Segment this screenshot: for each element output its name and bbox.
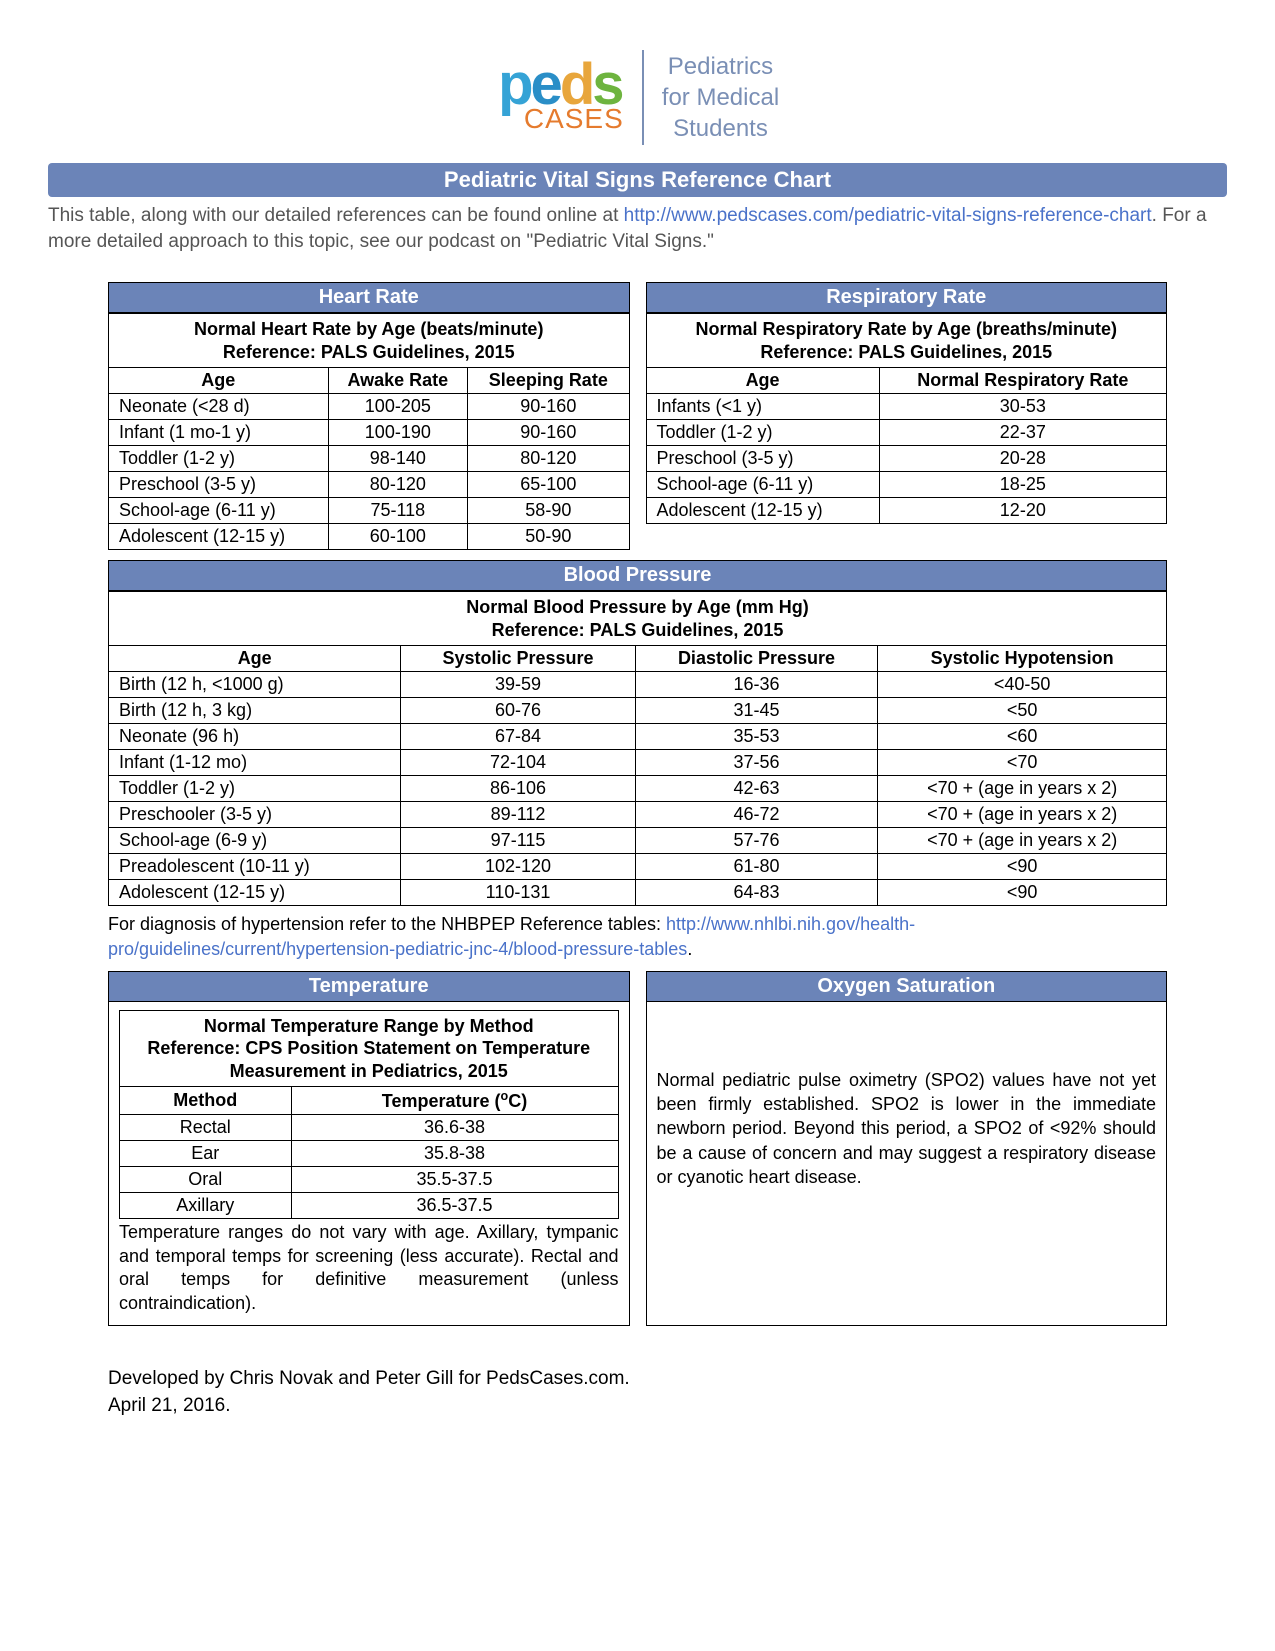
logo-left: peds CASES xyxy=(496,60,624,135)
heart-rate-table: Normal Heart Rate by Age (beats/minute) … xyxy=(108,313,630,550)
logo-divider xyxy=(642,50,644,145)
bp-note-pre: For diagnosis of hypertension refer to t… xyxy=(108,914,666,934)
logo: peds CASES Pediatrics for Medical Studen… xyxy=(496,50,779,145)
table-row: Preschooler (3-5 y)89-11246-72<70 + (age… xyxy=(109,802,1167,828)
bp-note: For diagnosis of hypertension refer to t… xyxy=(108,912,1167,961)
bp-caption-1: Normal Blood Pressure by Age (mm Hg) xyxy=(466,597,808,617)
rr-caption-1: Normal Respiratory Rate by Age (breaths/… xyxy=(696,319,1117,339)
bp-table: Normal Blood Pressure by Age (mm Hg) Ref… xyxy=(108,591,1167,906)
table-row: Infant (1-12 mo)72-10437-56<70 xyxy=(109,750,1167,776)
intro-link[interactable]: http://www.pedscases.com/pediatric-vital… xyxy=(624,205,1152,226)
tagline-2: for Medical xyxy=(662,82,779,113)
table-row: Toddler (1-2 y)86-10642-63<70 + (age in … xyxy=(109,776,1167,802)
hr-col-age: Age xyxy=(109,368,329,394)
table-row: Birth (12 h, 3 kg)60-7631-45<50 xyxy=(109,698,1167,724)
rr-caption: Normal Respiratory Rate by Age (breaths/… xyxy=(646,314,1167,368)
logo-tagline: Pediatrics for Medical Students xyxy=(662,51,779,145)
table-row: School-age (6-11 y)75-11858-90 xyxy=(109,498,630,524)
table-row: School-age (6-9 y)97-11557-76<70 + (age … xyxy=(109,828,1167,854)
spo2-header: Oxygen Saturation xyxy=(647,972,1167,1002)
spo2-text: Normal pediatric pulse oximetry (SPO2) v… xyxy=(657,1010,1157,1189)
temp-section: Temperature Normal Temperature Range by … xyxy=(108,971,630,1326)
table-row: Preschool (3-5 y)20-28 xyxy=(646,446,1167,472)
rr-caption-2: Reference: PALS Guidelines, 2015 xyxy=(760,342,1052,362)
table-row: Neonate (<28 d)100-20590-160 xyxy=(109,394,630,420)
logo-subtext: CASES xyxy=(524,103,624,135)
intro-pre: This table, along with our detailed refe… xyxy=(48,205,624,226)
rr-col-age: Age xyxy=(646,368,879,394)
temp-caption-2: Reference: CPS Position Statement on Tem… xyxy=(147,1038,590,1081)
footer-line-2: April 21, 2016. xyxy=(108,1393,1167,1420)
heart-rate-header: Heart Rate xyxy=(108,282,630,313)
bp-section: Blood Pressure Normal Blood Pressure by … xyxy=(108,560,1167,906)
hr-caption-2: Reference: PALS Guidelines, 2015 xyxy=(223,342,515,362)
table-row: Preschool (3-5 y)80-12065-100 xyxy=(109,472,630,498)
tagline-3: Students xyxy=(662,113,779,144)
logo-block: peds CASES Pediatrics for Medical Studen… xyxy=(48,50,1227,145)
footer-line-1: Developed by Chris Novak and Peter Gill … xyxy=(108,1366,1167,1393)
table-row: Infant (1 mo-1 y)100-19090-160 xyxy=(109,420,630,446)
temp-table: Normal Temperature Range by Method Refer… xyxy=(119,1010,619,1220)
bp-col-age: Age xyxy=(109,646,401,672)
temp-header: Temperature xyxy=(109,972,629,1002)
bp-col-sys: Systolic Pressure xyxy=(401,646,635,672)
table-row: Neonate (96 h)67-8435-53<60 xyxy=(109,724,1167,750)
resp-rate-table: Normal Respiratory Rate by Age (breaths/… xyxy=(646,313,1168,524)
rr-col-rate: Normal Respiratory Rate xyxy=(879,368,1166,394)
resp-rate-header: Respiratory Rate xyxy=(646,282,1168,313)
bp-caption: Normal Blood Pressure by Age (mm Hg) Ref… xyxy=(109,592,1167,646)
table-row: Birth (12 h, <1000 g)39-5916-36<40-50 xyxy=(109,672,1167,698)
tagline-1: Pediatrics xyxy=(662,51,779,82)
table-row: Toddler (1-2 y)98-14080-120 xyxy=(109,446,630,472)
resp-rate-section: Respiratory Rate Normal Respiratory Rate… xyxy=(646,282,1168,550)
hr-col-sleep: Sleeping Rate xyxy=(468,368,629,394)
heart-rate-section: Heart Rate Normal Heart Rate by Age (bea… xyxy=(108,282,630,550)
hr-caption-1: Normal Heart Rate by Age (beats/minute) xyxy=(194,319,543,339)
spo2-section: Oxygen Saturation Normal pediatric pulse… xyxy=(646,971,1168,1326)
bp-header: Blood Pressure xyxy=(108,560,1167,591)
row-temp-spo2: Temperature Normal Temperature Range by … xyxy=(108,971,1167,1326)
temp-col-temp: Temperature (oC) xyxy=(291,1087,618,1115)
page-title: Pediatric Vital Signs Reference Chart xyxy=(48,163,1227,197)
temp-caption: Normal Temperature Range by Method Refer… xyxy=(120,1010,619,1087)
footer: Developed by Chris Novak and Peter Gill … xyxy=(108,1366,1167,1419)
table-row: Preadolescent (10-11 y)102-12061-80<90 xyxy=(109,854,1167,880)
table-row: Axillary36.5-37.5 xyxy=(120,1193,619,1219)
table-row: Infants (<1 y)30-53 xyxy=(646,394,1167,420)
table-row: Toddler (1-2 y)22-37 xyxy=(646,420,1167,446)
bp-caption-2: Reference: PALS Guidelines, 2015 xyxy=(492,620,784,640)
temp-col-method: Method xyxy=(120,1087,292,1115)
intro-text: This table, along with our detailed refe… xyxy=(48,203,1227,254)
hr-caption: Normal Heart Rate by Age (beats/minute) … xyxy=(109,314,630,368)
temp-caption-1: Normal Temperature Range by Method xyxy=(204,1016,534,1036)
temp-note: Temperature ranges do not vary with age.… xyxy=(119,1221,619,1315)
table-row: Adolescent (12-15 y)60-10050-90 xyxy=(109,524,630,550)
table-row: Adolescent (12-15 y)12-20 xyxy=(646,498,1167,524)
bp-note-post: . xyxy=(687,939,692,959)
row-hr-rr: Heart Rate Normal Heart Rate by Age (bea… xyxy=(108,282,1167,550)
bp-col-dia: Diastolic Pressure xyxy=(635,646,878,672)
bp-col-hypo: Systolic Hypotension xyxy=(878,646,1167,672)
table-row: Oral35.5-37.5 xyxy=(120,1167,619,1193)
table-row: School-age (6-11 y)18-25 xyxy=(646,472,1167,498)
table-row: Adolescent (12-15 y)110-13164-83<90 xyxy=(109,880,1167,906)
hr-col-awake: Awake Rate xyxy=(328,368,468,394)
table-row: Rectal36.6-38 xyxy=(120,1115,619,1141)
table-row: Ear35.8-38 xyxy=(120,1141,619,1167)
